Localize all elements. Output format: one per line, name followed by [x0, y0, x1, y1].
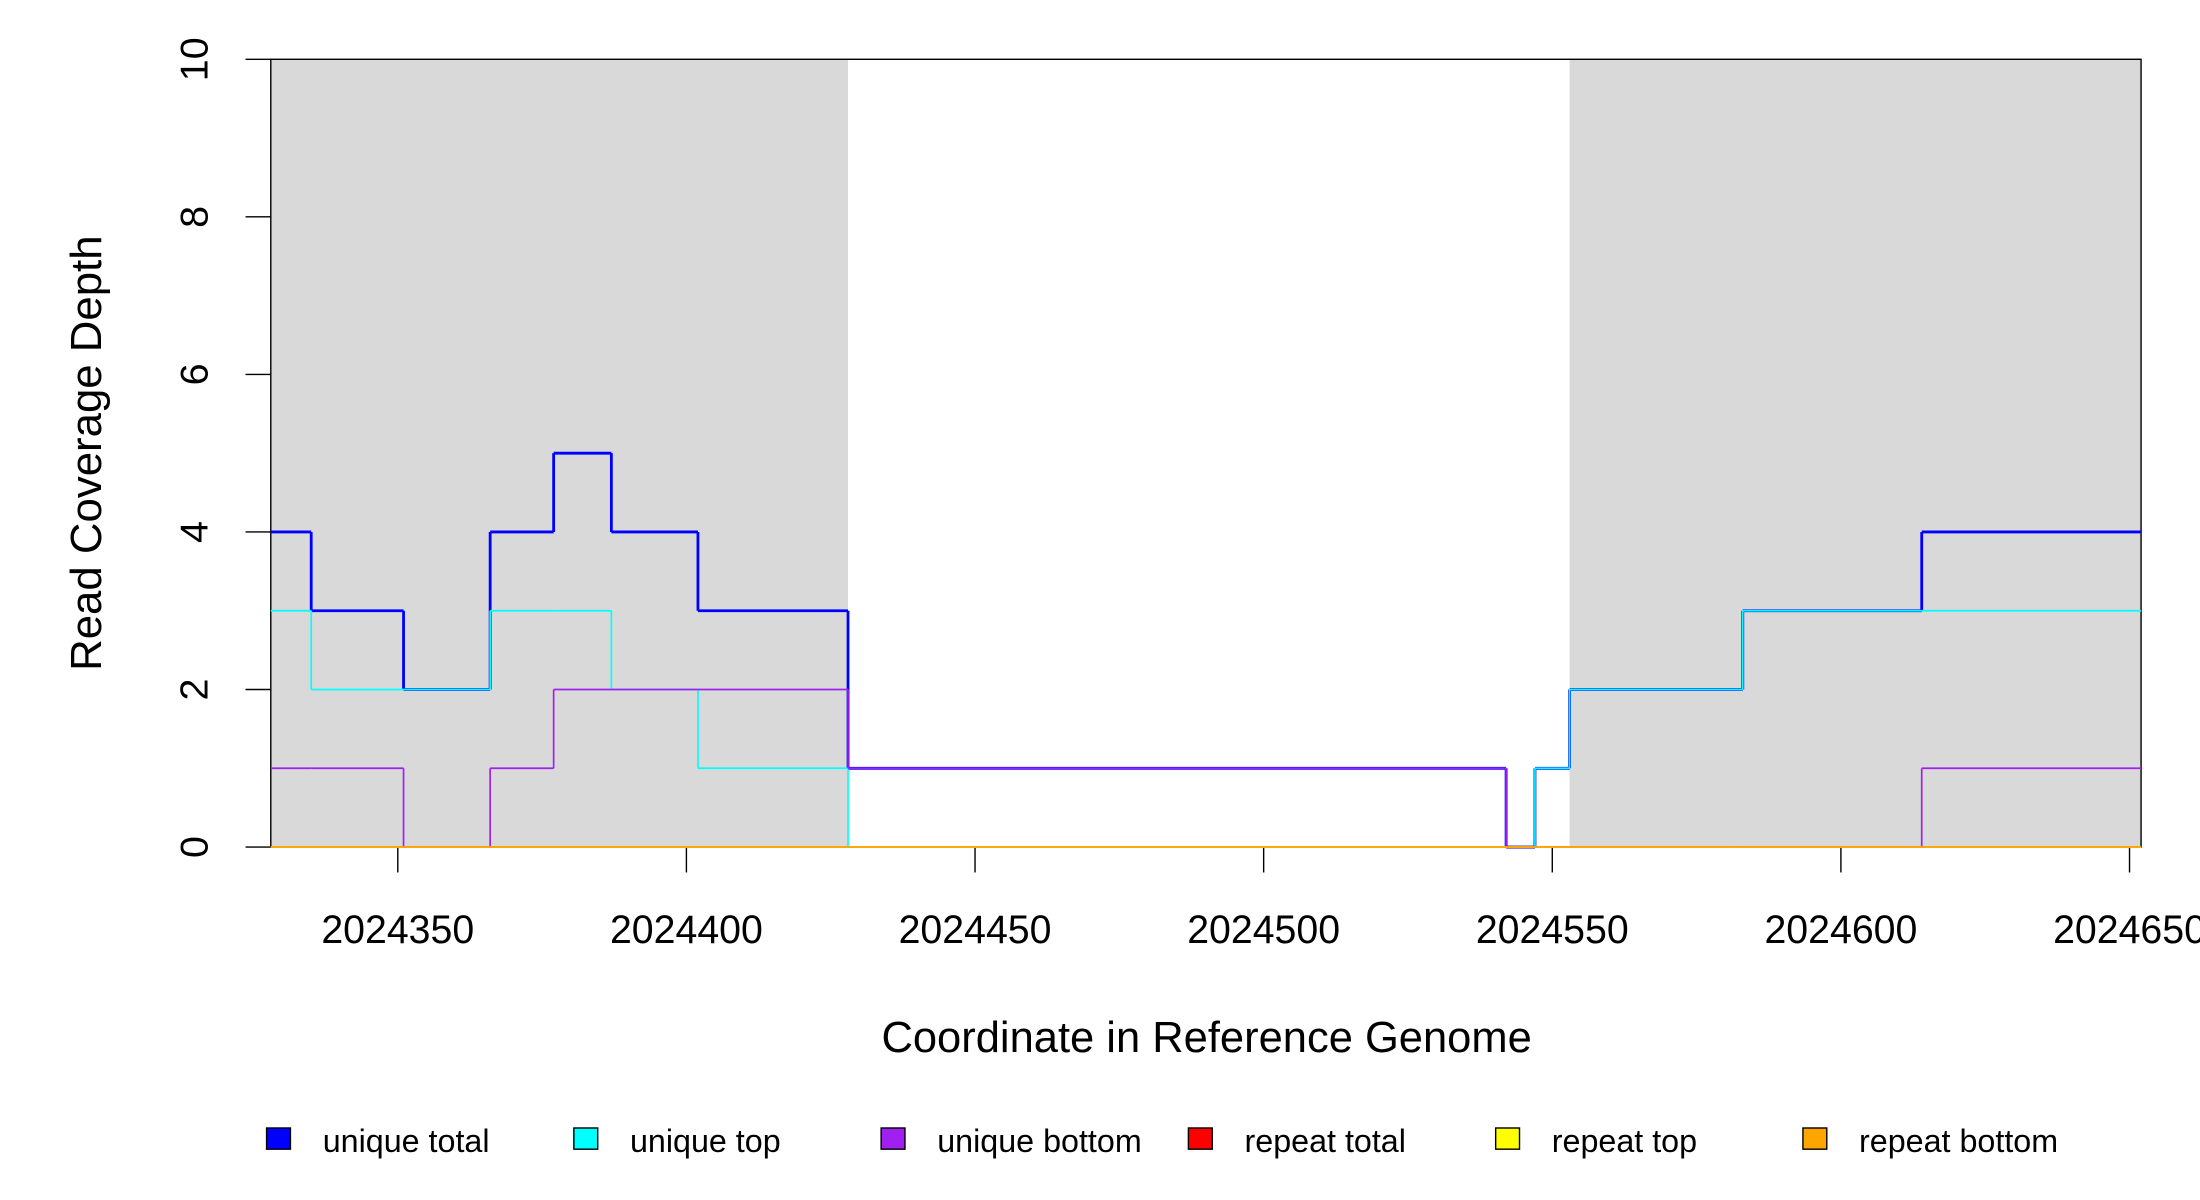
x-tick-label: 2024650: [2053, 908, 2200, 952]
legend-swatch: [265, 1127, 292, 1150]
x-tick-label: 2024600: [1764, 908, 1917, 952]
legend-swatch: [1494, 1127, 1521, 1150]
y-tick-label: 8: [173, 206, 217, 228]
legend-label: repeat bottom: [1859, 1123, 2058, 1159]
y-tick-label: 6: [173, 363, 217, 385]
y-tick-label: 10: [173, 37, 217, 81]
shaded-region: [1569, 59, 2142, 848]
y-tick-label: 2: [173, 679, 217, 701]
x-tick-label: 2024500: [1187, 908, 1340, 952]
legend-swatch: [1187, 1127, 1213, 1150]
legend-label: repeat total: [1245, 1123, 1406, 1159]
legend-label: unique top: [630, 1123, 781, 1159]
x-tick-label: 2024350: [321, 908, 474, 952]
x-tick-label: 2024400: [610, 908, 763, 952]
y-axis-label: Read Coverage Depth: [63, 235, 111, 670]
legend-swatch: [573, 1127, 599, 1150]
legend-swatch: [880, 1127, 906, 1150]
legend-swatch: [1802, 1127, 1828, 1150]
y-tick-label: 4: [173, 521, 217, 543]
legend-label: unique total: [323, 1123, 490, 1159]
x-tick-label: 2024450: [899, 908, 1052, 952]
legend-label: unique bottom: [937, 1123, 1141, 1159]
x-axis-label: Coordinate in Reference Genome: [881, 1014, 1531, 1062]
y-tick-label: 0: [173, 836, 217, 858]
legend-label: repeat top: [1552, 1123, 1697, 1159]
x-tick-label: 2024550: [1476, 908, 1629, 952]
